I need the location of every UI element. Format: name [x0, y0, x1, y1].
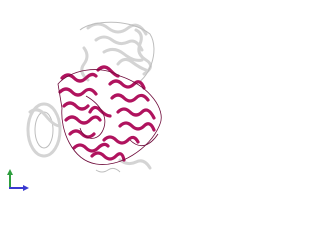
helix: [102, 47, 144, 62]
helix: [60, 72, 98, 83]
helix: [110, 93, 150, 103]
x-arrowhead: [23, 185, 29, 191]
helix: [28, 108, 62, 128]
helix: [68, 129, 96, 139]
ring: [26, 102, 62, 158]
helix: [64, 115, 102, 125]
helix: [88, 105, 112, 118]
coil: [79, 21, 155, 87]
helix: [94, 35, 144, 52]
helix: [102, 135, 140, 145]
helix: [108, 79, 146, 90]
axis-indicator: [7, 169, 29, 191]
helix: [58, 87, 98, 97]
coil: [79, 95, 106, 139]
coil: [57, 69, 162, 165]
helix: [118, 158, 152, 170]
helix: [90, 151, 126, 162]
helix: [118, 121, 156, 132]
helix: [86, 22, 148, 36]
helix: [116, 57, 148, 72]
helix: [72, 142, 110, 153]
helix: [116, 107, 156, 120]
helix: [96, 65, 120, 78]
coil: [129, 133, 159, 147]
helix: [62, 101, 90, 111]
ring: [34, 111, 54, 149]
page: [7, 21, 162, 191]
highlighted-chain: [57, 65, 162, 165]
background-chains: [26, 21, 155, 173]
y-arrowhead: [7, 169, 13, 175]
structure-view: [7, 21, 162, 191]
helix: [80, 46, 90, 82]
coil: [95, 167, 121, 173]
